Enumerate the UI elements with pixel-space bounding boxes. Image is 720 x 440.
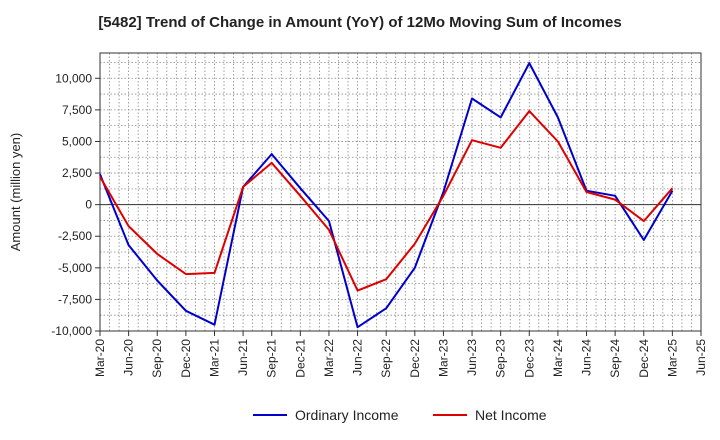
y-tick-label: -5,000 bbox=[58, 261, 92, 275]
x-tick-label: Sep-22 bbox=[379, 339, 393, 378]
y-tick-label: -10,000 bbox=[51, 324, 92, 338]
legend-label-net-income: Net Income bbox=[475, 407, 547, 423]
x-tick-label: Jun-21 bbox=[236, 339, 250, 376]
y-tick-label: -2,500 bbox=[58, 229, 92, 243]
x-tick-label: Sep-23 bbox=[494, 339, 508, 378]
x-tick-label: Mar-25 bbox=[665, 339, 679, 377]
x-tick-label: Dec-22 bbox=[408, 339, 422, 378]
y-tick-label: 0 bbox=[85, 198, 92, 212]
x-tick-label: Dec-21 bbox=[293, 339, 307, 378]
y-tick-label: 7,500 bbox=[62, 103, 92, 117]
chart-title: [5482] Trend of Change in Amount (YoY) o… bbox=[98, 14, 622, 31]
x-tick-label: Sep-21 bbox=[265, 339, 279, 378]
series-line-ordinary-income bbox=[99, 62, 674, 329]
x-tick-label: Mar-21 bbox=[207, 339, 221, 377]
y-tick-label: -7,500 bbox=[58, 292, 92, 306]
y-axis-title: Amount (million yen) bbox=[8, 133, 23, 252]
x-tick-label: Jun-24 bbox=[580, 339, 594, 376]
x-tick-label: Mar-22 bbox=[322, 339, 336, 377]
x-tick-label: Dec-20 bbox=[179, 339, 193, 378]
y-tick-label: 2,500 bbox=[62, 166, 92, 180]
x-tick-label: Mar-20 bbox=[93, 339, 107, 377]
legend-label-ordinary-income: Ordinary Income bbox=[295, 407, 399, 423]
x-tick-label: Dec-24 bbox=[637, 339, 651, 378]
x-tick-label: Mar-24 bbox=[551, 339, 565, 377]
series-line-net-income bbox=[99, 110, 674, 292]
x-tick-label: Dec-23 bbox=[522, 339, 536, 378]
x-tick-label: Sep-24 bbox=[608, 339, 622, 378]
x-tick-label: Jun-23 bbox=[465, 339, 479, 376]
x-tick-label: Mar-23 bbox=[436, 339, 450, 377]
x-tick-label: Sep-20 bbox=[150, 339, 164, 378]
x-tick-label: Jun-25 bbox=[694, 339, 708, 376]
y-tick-label: 10,000 bbox=[55, 71, 92, 85]
y-tick-label: 5,000 bbox=[62, 134, 92, 148]
plot-area bbox=[100, 53, 701, 331]
x-tick-label: Jun-22 bbox=[351, 339, 365, 376]
plot-frame bbox=[99, 52, 702, 332]
x-tick-label: Jun-20 bbox=[122, 339, 136, 376]
